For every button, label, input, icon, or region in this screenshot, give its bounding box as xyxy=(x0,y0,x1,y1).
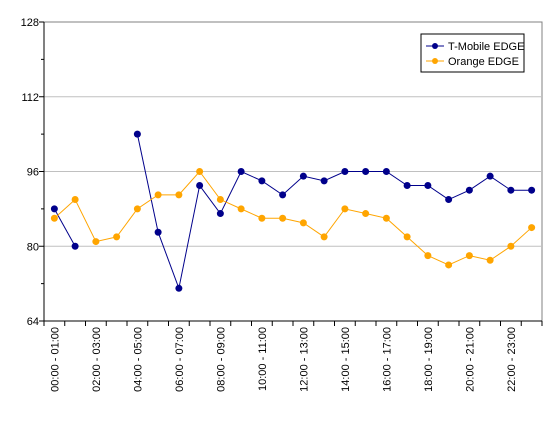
data-point-0-7 xyxy=(196,182,204,190)
series-0 xyxy=(50,130,536,292)
y-axis: 64 80 96 112 128 xyxy=(21,17,45,328)
x-tick-label-10: 10:00 - 11:00 xyxy=(257,327,269,391)
data-point-0-8 xyxy=(216,210,224,218)
legend: T-Mobile EDGE Orange EDGE xyxy=(420,33,525,73)
x-tick-label-22: 22:00 - 23:00 xyxy=(506,327,518,392)
data-point-1-12 xyxy=(299,219,307,227)
data-point-1-22 xyxy=(507,242,515,250)
x-tick-label-20: 20:00 - 21:00 xyxy=(464,327,476,392)
data-point-1-8 xyxy=(216,196,224,204)
data-point-0-9 xyxy=(237,168,245,175)
data-point-0-23 xyxy=(528,186,536,194)
data-point-0-18 xyxy=(424,182,432,190)
data-point-1-4 xyxy=(133,205,141,213)
x-axis: 00:00 - 01:00 02:00 - 03:00 04:00 - 05:00 0… xyxy=(43,320,543,392)
y-tick-label-96: 96 xyxy=(27,167,39,179)
data-point-1-17 xyxy=(403,233,411,241)
legend-label-orange: Orange EDGE xyxy=(448,56,519,68)
data-point-1-0 xyxy=(50,214,58,222)
series-line-0 xyxy=(136,134,532,291)
grid-lines xyxy=(44,96,542,247)
y-tick-label-112: 112 xyxy=(21,92,39,104)
data-point-1-6 xyxy=(175,191,183,199)
x-tick-label-14: 14:00 - 15:00 xyxy=(340,327,352,392)
data-point-1-14 xyxy=(341,205,349,213)
data-point-1-18 xyxy=(424,252,432,260)
y-tick-label-64: 64 xyxy=(27,316,39,328)
x-tick-label-18: 18:00 - 19:00 xyxy=(423,327,435,392)
data-point-1-9 xyxy=(237,205,245,213)
data-point-0-22 xyxy=(507,186,515,194)
series-line-1 xyxy=(54,170,532,266)
data-point-1-5 xyxy=(154,191,162,199)
data-point-1-11 xyxy=(279,214,287,222)
legend-marker-tmobile xyxy=(432,43,438,49)
legend-box xyxy=(420,33,525,73)
data-point-0-12 xyxy=(299,172,307,180)
data-point-0-14 xyxy=(341,168,349,175)
data-point-1-3 xyxy=(113,233,121,241)
x-tick-label-0: 00:00 - 01:00 xyxy=(49,327,61,392)
data-point-0-21 xyxy=(486,172,494,180)
x-tick-label-2: 02:00 - 03:00 xyxy=(91,327,103,392)
data-point-0-4 xyxy=(133,130,141,138)
data-point-1-23 xyxy=(528,224,536,232)
data-point-0-5 xyxy=(154,228,162,236)
x-tick-label-4: 04:00 - 05:00 xyxy=(132,327,144,392)
data-point-0-13 xyxy=(320,177,328,185)
data-point-0-10 xyxy=(258,177,266,185)
data-point-0-20 xyxy=(465,186,473,194)
series-layer xyxy=(50,130,536,292)
data-point-0-1 xyxy=(71,242,79,250)
data-point-0-6 xyxy=(175,284,183,292)
data-point-1-16 xyxy=(382,214,390,222)
data-point-1-19 xyxy=(445,261,453,269)
series-1 xyxy=(50,168,536,269)
x-tick-label-12: 12:00 - 13:00 xyxy=(298,327,310,392)
x-tick-label-8: 08:00 - 09:00 xyxy=(215,327,227,392)
legend-label-tmobile: T-Mobile EDGE xyxy=(448,41,524,53)
data-point-1-2 xyxy=(92,238,100,246)
data-point-1-20 xyxy=(465,252,473,260)
data-point-1-13 xyxy=(320,233,328,241)
x-tick-label-6: 06:00 - 07:00 xyxy=(174,327,186,392)
data-point-0-15 xyxy=(362,168,370,175)
data-point-0-11 xyxy=(279,191,287,199)
data-point-0-0 xyxy=(50,205,58,213)
data-point-1-10 xyxy=(258,214,266,222)
data-point-0-16 xyxy=(382,168,390,175)
data-point-1-15 xyxy=(362,210,370,218)
x-tick-label-16: 16:00 - 17:00 xyxy=(381,327,393,392)
data-point-1-1 xyxy=(71,196,79,204)
data-point-0-19 xyxy=(445,196,453,204)
y-tick-label-80: 80 xyxy=(27,241,39,253)
data-point-0-17 xyxy=(403,182,411,190)
data-point-1-21 xyxy=(486,256,494,264)
legend-marker-orange xyxy=(432,58,438,64)
data-point-1-7 xyxy=(196,168,204,175)
y-tick-label-128: 128 xyxy=(21,17,39,29)
